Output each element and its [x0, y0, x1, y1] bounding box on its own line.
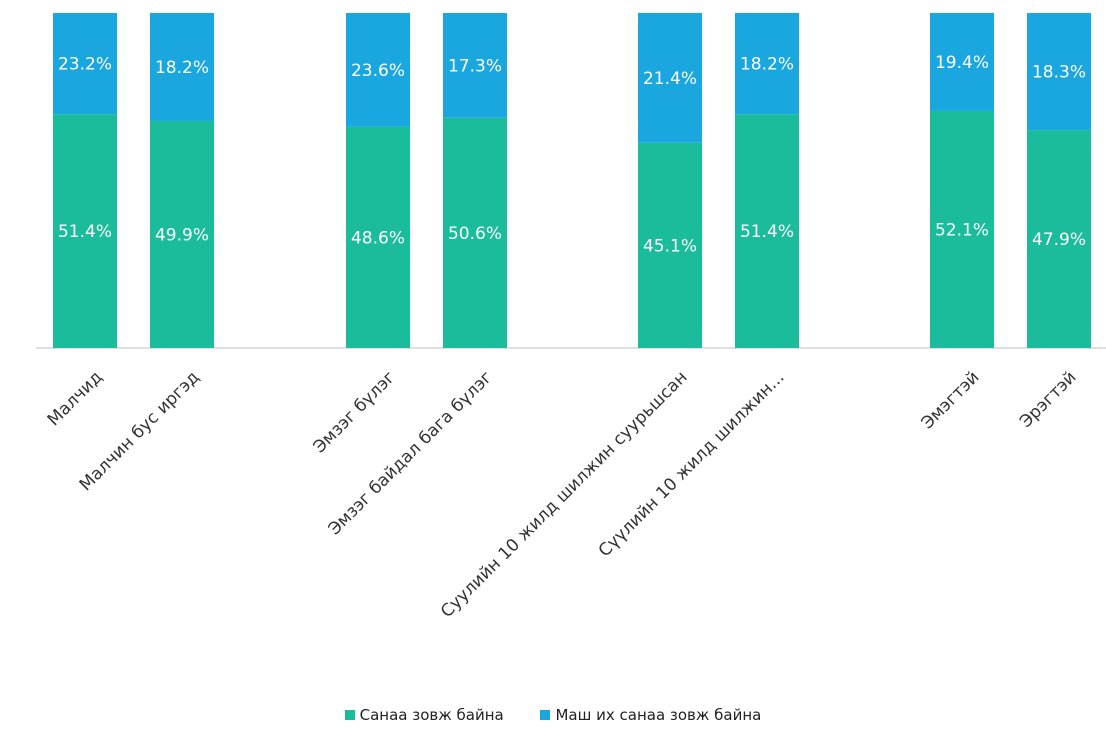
- bar-segment-very-concerned: [930, 13, 994, 111]
- data-label-very-concerned: 18.2%: [155, 58, 209, 78]
- data-label-very-concerned: 23.6%: [351, 61, 405, 81]
- bar-segment-concerned: [1027, 130, 1091, 348]
- data-label-very-concerned: 17.3%: [448, 56, 502, 76]
- legend-item-very-concerned: Маш их санаа зовж байна: [540, 706, 761, 724]
- x-tick-label: Сүүлийн 10 жилд шилжин...: [595, 367, 789, 561]
- legend: Санаа зовж байна Маш их санаа зовж байна: [0, 706, 1106, 724]
- x-tick-label: Эмзэг бүлэг: [310, 367, 400, 457]
- bar-segment-very-concerned: [443, 13, 507, 118]
- bar-segment-very-concerned: [150, 13, 214, 121]
- bar-segment-concerned: [53, 114, 117, 348]
- data-label-concerned: 47.9%: [1032, 230, 1086, 250]
- x-tick-label: Малчид: [44, 367, 107, 430]
- data-label-concerned: 50.6%: [448, 224, 502, 244]
- x-tick-label: Эмэгтэй: [918, 367, 984, 433]
- bar-segment-concerned: [150, 120, 214, 348]
- data-label-concerned: 45.1%: [643, 236, 697, 256]
- data-label-very-concerned: 18.2%: [740, 55, 794, 75]
- data-label-concerned: 51.4%: [58, 222, 112, 242]
- legend-label-concerned: Санаа зовж байна: [359, 706, 504, 724]
- data-label-very-concerned: 19.4%: [935, 53, 989, 73]
- bar-segment-concerned: [346, 126, 410, 349]
- x-tick-label: Эмзэг байдал бага бүлэг: [325, 367, 497, 539]
- data-label-concerned: 52.1%: [935, 220, 989, 240]
- bar-segment-very-concerned: [735, 13, 799, 115]
- data-label-concerned: 51.4%: [740, 222, 794, 242]
- bar-segment-concerned: [930, 110, 994, 348]
- data-label-concerned: 49.9%: [155, 225, 209, 245]
- bar-segment-very-concerned: [53, 13, 117, 115]
- data-label-very-concerned: 23.2%: [58, 55, 112, 75]
- data-label-concerned: 48.6%: [351, 228, 405, 248]
- data-label-very-concerned: 21.4%: [643, 69, 697, 89]
- data-label-very-concerned: 18.3%: [1032, 63, 1086, 83]
- bar-segment-very-concerned: [1027, 13, 1091, 131]
- bar-segment-concerned: [443, 117, 507, 349]
- legend-label-very-concerned: Маш их санаа зовж байна: [555, 706, 762, 724]
- bar-segment-very-concerned: [346, 13, 410, 127]
- legend-swatch-concerned: [344, 710, 355, 720]
- legend-item-concerned: Санаа зовж байна: [344, 706, 504, 724]
- legend-swatch-very-concerned: [540, 710, 551, 720]
- bar-segment-concerned: [638, 142, 702, 348]
- x-tick-label: Эрэгтэй: [1016, 367, 1081, 432]
- bar-segment-very-concerned: [638, 13, 702, 143]
- bar-segment-concerned: [735, 114, 799, 348]
